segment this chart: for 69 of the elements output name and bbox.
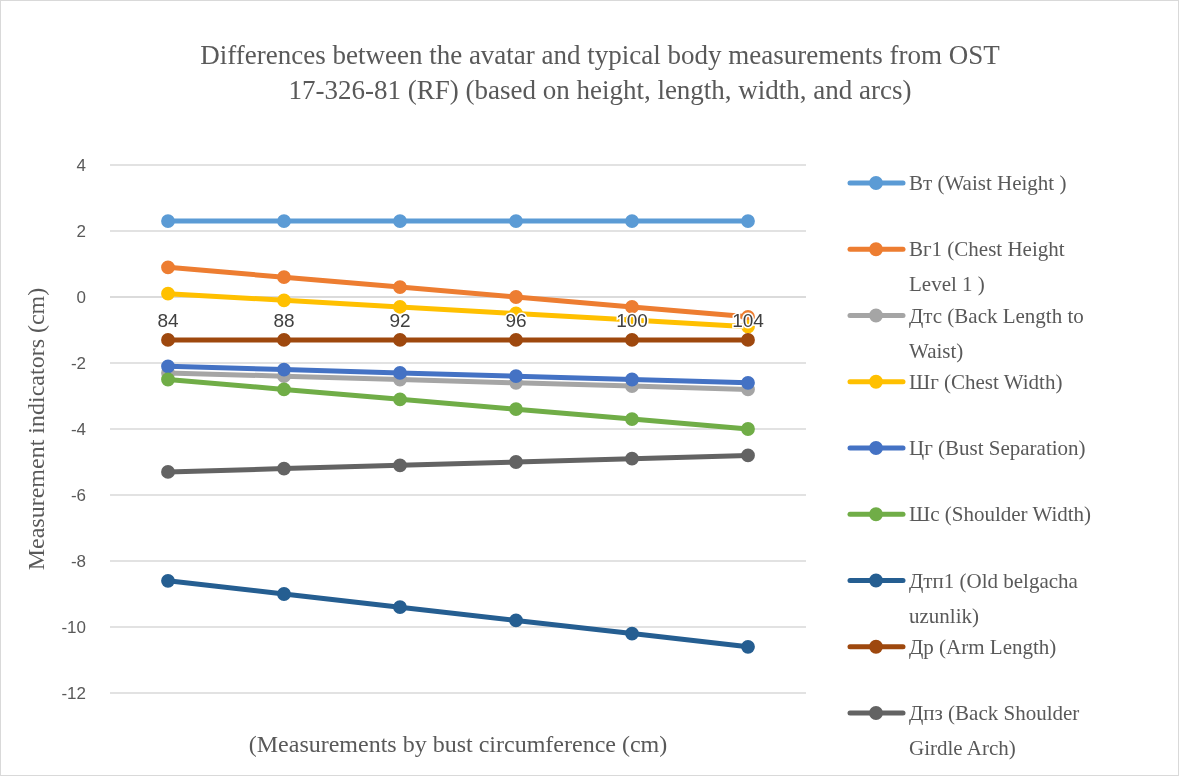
point [161, 260, 175, 275]
point [509, 402, 523, 417]
legend-label: Шс (Shoulder Width) [909, 502, 1092, 527]
point [277, 362, 291, 377]
legend-label: Дтс (Back Length to Waist) [909, 303, 1084, 363]
point [161, 214, 175, 228]
y-tick-label: -6 [70, 485, 86, 505]
point [161, 372, 175, 387]
legend-label: Др (Arm Length) [909, 634, 1057, 659]
point [509, 613, 523, 628]
point [277, 270, 291, 285]
legend-label: Шг (Chest Width) [909, 369, 1063, 394]
point [625, 451, 639, 466]
point [161, 286, 175, 301]
x-tick-label: 92 [389, 310, 411, 331]
point [277, 293, 291, 308]
point [393, 366, 407, 380]
point [277, 587, 291, 601]
y-tick-label: -8 [70, 551, 86, 571]
point [277, 461, 291, 476]
point [161, 465, 175, 479]
y-tick-label: -12 [61, 683, 86, 703]
point [393, 600, 407, 615]
point [509, 290, 523, 304]
point [741, 639, 755, 654]
point [741, 375, 755, 390]
point [741, 333, 755, 347]
point [277, 382, 291, 397]
point [393, 333, 407, 347]
y-tick-label: -2 [70, 353, 86, 373]
point [393, 280, 407, 294]
y-tick-label: 2 [76, 221, 86, 241]
point [625, 372, 639, 387]
point [625, 626, 639, 641]
point [741, 422, 755, 436]
point [393, 300, 407, 314]
legend-label: Дтп1 (Old belgacha uzunlik) [909, 568, 1079, 628]
chart-title: Differences between the avatar and typical body measurements from OST 17-326-81 (RF) (based on height, length, width, and arcs) [200, 40, 1001, 105]
point [741, 214, 755, 228]
x-tick-label: 84 [157, 310, 179, 331]
point [509, 455, 523, 469]
x-tick-label: 104 [732, 310, 765, 331]
point [625, 300, 639, 314]
y-axis-title: Measurement indicators (cm) [23, 287, 49, 571]
legend-label: Цг (Bust Separation) [909, 436, 1086, 460]
point [625, 333, 639, 347]
point [393, 214, 407, 228]
y-tick-label: -10 [61, 617, 86, 637]
point [509, 214, 523, 228]
y-tick-label: 4 [76, 155, 86, 175]
legend-label: Вт (Waist Height ) [909, 171, 1067, 195]
point [509, 333, 523, 347]
point [277, 333, 291, 347]
point [277, 214, 291, 228]
legend-label: Вг1 (Chest Height Level 1 ) [909, 237, 1065, 297]
x-axis-title: (Measurements by bust circumference (cm) [248, 731, 668, 757]
y-tick-label: 0 [76, 287, 86, 307]
point [161, 359, 175, 374]
point [625, 412, 639, 426]
point [393, 458, 407, 473]
point [161, 333, 175, 347]
point [509, 369, 523, 384]
point [393, 392, 407, 407]
x-tick-label: 88 [273, 310, 295, 331]
point [741, 448, 755, 463]
legend-label: Дпз (Back Shoulder Girdle Arch) [909, 701, 1080, 760]
y-tick-label: -4 [70, 419, 86, 439]
point [625, 214, 639, 228]
point [161, 573, 175, 588]
